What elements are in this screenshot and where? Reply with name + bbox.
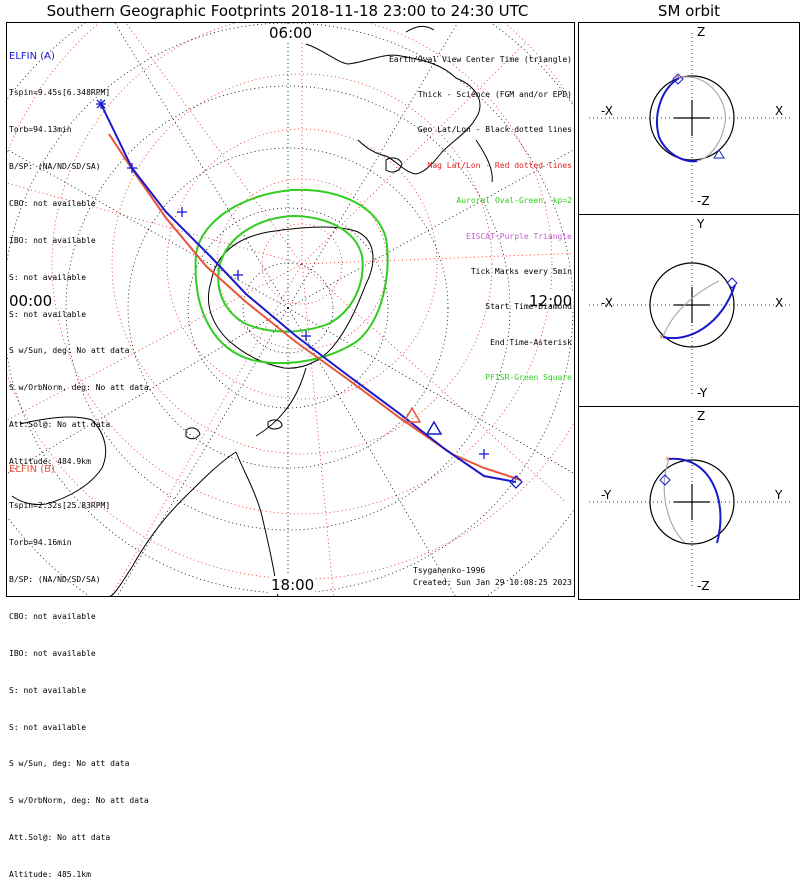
legend-item: Tick Marks every 5min (470, 266, 572, 276)
orbit-panel-xy: * Y -Y -X X (578, 214, 800, 407)
elfin-a-line: S w/OrbNorm, deg: No att data (9, 383, 149, 393)
axis-bottom: -Z (697, 579, 710, 593)
page-title: Southern Geographic Footprints 2018-11-1… (46, 2, 529, 20)
legend-item: EISCAT-Purple Triangle (466, 231, 572, 241)
orbit-panel-xz: * Z -Z -X X (578, 22, 800, 215)
elfin-b-line: Tspin=2.32s[25.83RPM] (9, 501, 111, 511)
legend-item: Earth/Oval View Center Time (triangle) (388, 54, 572, 64)
axis-left: -X (601, 296, 613, 310)
legend-item: End Time-Asterisk (490, 337, 572, 347)
axis-left: -Y (601, 488, 612, 502)
footer-created: Created: Sun Jan 29 10:08:25 2023 (413, 578, 572, 587)
elfin-a-ticks (127, 163, 489, 459)
footprint-map-frame (6, 22, 575, 597)
elfin-b-track (108, 133, 522, 481)
elfin-a-line: B/SP: (NA/ND/SD/SA) (9, 161, 101, 171)
clock-label-top: 06:00 (268, 24, 314, 42)
legend-item: Geo Lat/Lon - Black dotted lines (417, 125, 572, 135)
elfin-b-line: S w/OrbNorm, deg: No att data (9, 796, 149, 806)
elfin-b-line: S: not available (9, 722, 87, 732)
svg-text:*: * (675, 74, 680, 84)
antarctic-peninsula (255, 367, 307, 437)
elfin-a-info: ELFIN (A) Tspin=9.45s[6.348RPM] Torb=94.… (9, 26, 149, 481)
elfin-a-line: Tspin=9.45s[6.348RPM] (9, 88, 111, 98)
axis-bottom: -Y (697, 386, 708, 400)
clock-label-bottom: 18:00 (270, 576, 316, 594)
elfin-b-line: S: not available (9, 685, 87, 695)
antarctica-coast (207, 226, 374, 369)
auroral-oval (194, 188, 389, 365)
coastlines (11, 25, 493, 597)
elfin-b-info: ELFIN (B) Tspin=2.32s[25.83RPM] Torb=94.… (9, 439, 149, 894)
australia-coast (305, 43, 481, 175)
legend-item: Mag Lat/Lon - Red dotted lines (427, 160, 573, 170)
tasmania-coast (385, 157, 403, 173)
africa-coast (11, 416, 107, 505)
elfin-b-line: B/SP: (NA/ND/SD/SA) (9, 574, 101, 584)
axis-bottom: -Z (697, 194, 710, 208)
elfin-a-end-asterisk (96, 99, 106, 109)
elfin-b-line: Altitude: 485.1km (9, 870, 91, 880)
legend-item: Start Time-Diamond (485, 302, 572, 312)
svg-text:*: * (659, 334, 664, 344)
orbit-plot-yz: * (589, 417, 791, 589)
orbit-panel-yz: * Z -Z -Y Y (578, 406, 800, 600)
orbit-plot-xz: * (589, 33, 791, 203)
elfin-a-start-diamond (509, 475, 523, 489)
elfin-a-line: S: not available (9, 272, 87, 282)
axis-top: Z (697, 409, 706, 423)
elfin-a-line: S w/Sun, deg: No att data (9, 346, 130, 356)
elfin-a-line: Torb=94.13min (9, 125, 72, 135)
elfin-a-line: S: not available (9, 309, 87, 319)
axis-top: Y (697, 217, 705, 231)
legend-item: Thick - Science (FGM and/or EPD) (417, 89, 572, 99)
elfin-b-line: Att.Sol@: No att data (9, 833, 111, 843)
elfin-b-name: ELFIN (B) (9, 463, 55, 475)
elfin-a-track (100, 103, 517, 483)
elfin-a-name: ELFIN (A) (9, 50, 55, 62)
elfin-b-line: CBO: not available (9, 611, 96, 621)
island-south-georgia (185, 427, 201, 440)
axis-left: -X (601, 104, 613, 118)
axis-right: Y (775, 488, 783, 502)
elfin-b-line: Torb=94.16min (9, 538, 72, 548)
elfin-a-line: Att.Sol@: No att data (9, 420, 111, 430)
elfin-a-line: CBO: not available (9, 198, 96, 208)
elfin-b-line: IBO: not available (9, 648, 96, 658)
legend-item: PFISR-Green Square (485, 373, 572, 383)
axis-right: X (775, 296, 784, 310)
elfin-b-line: S w/Sun, deg: No att data (9, 759, 130, 769)
south-america-coast (107, 451, 279, 597)
clock-label-right: 12:00 (528, 292, 574, 310)
clock-label-left: 00:00 (8, 292, 54, 310)
orbit-plot-xy: * (589, 225, 791, 395)
axis-right: X (775, 104, 784, 118)
legend-item: Auroral Oval-Green, kp=2 (456, 196, 572, 206)
axis-top: Z (697, 25, 706, 39)
elfin-a-line: Altitude: 484.9km (9, 457, 91, 467)
map-legend: Earth/Oval View Center Time (triangle) T… (389, 30, 572, 396)
island-falklands (267, 419, 283, 430)
elfin-a-line: IBO: not available (9, 235, 96, 245)
svg-text:*: * (665, 456, 670, 466)
new-zealand-coast (405, 25, 493, 183)
elfin-b-center-triangle (402, 406, 422, 423)
orbit-title: SM orbit (657, 2, 721, 20)
elfin-a-center-triangle (425, 420, 443, 435)
footer-credit: Tsyganenko-1996 (413, 566, 486, 575)
